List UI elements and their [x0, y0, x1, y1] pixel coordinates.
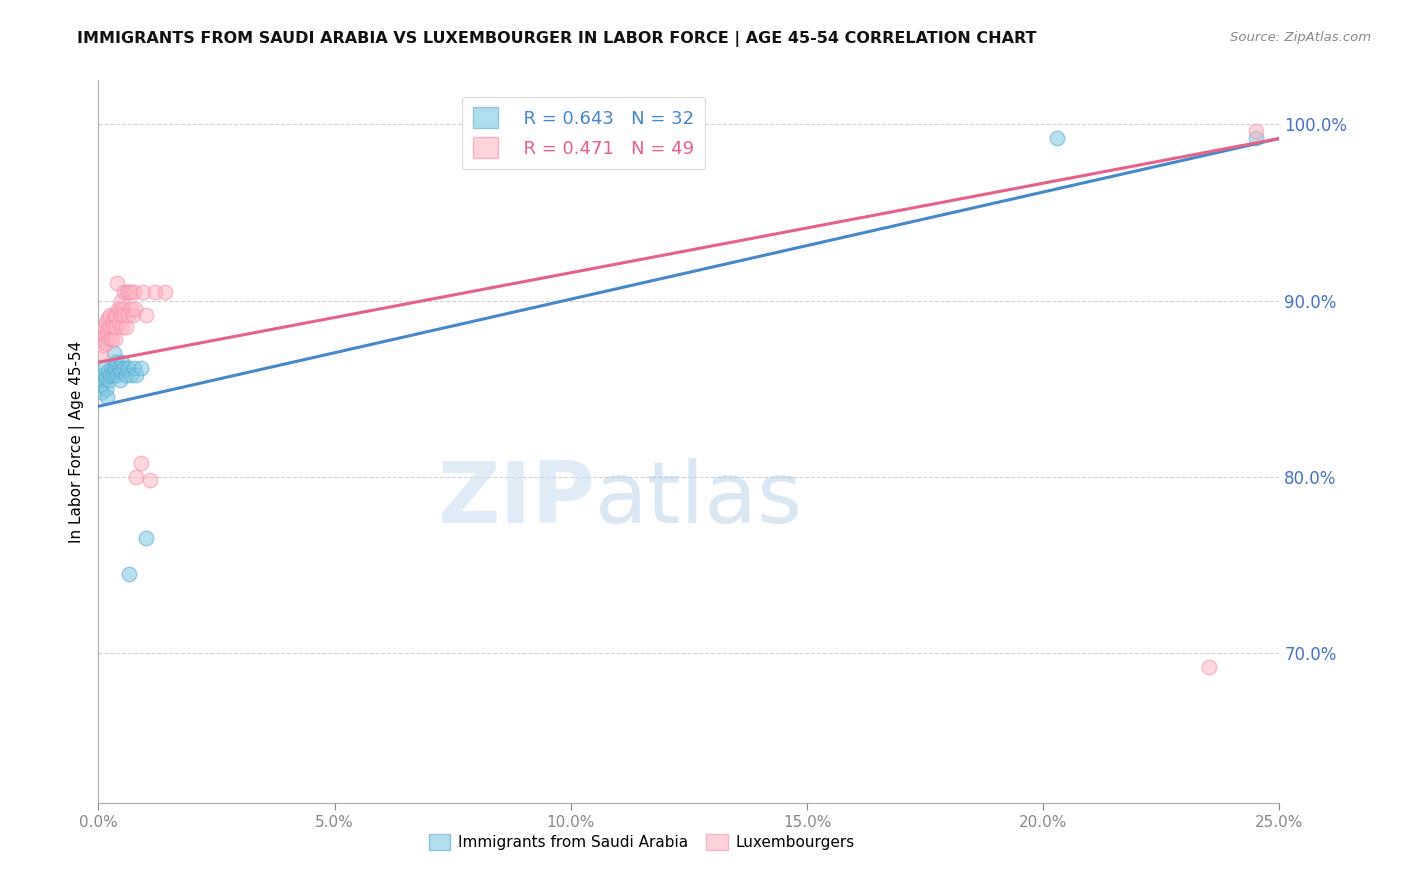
Point: [118, 566, 141, 581]
Point: [112, 285, 135, 299]
Point: [124, 302, 146, 317]
Point: [91, 368, 114, 382]
Point: [94, 382, 117, 396]
Point: [110, 364, 132, 378]
Point: [100, 320, 122, 334]
Point: [105, 368, 128, 382]
Point: [94, 335, 117, 350]
Point: [120, 302, 142, 317]
Point: [117, 360, 139, 375]
Point: [104, 332, 127, 346]
Point: [111, 320, 134, 334]
Legend: Immigrants from Saudi Arabia, Luxembourgers: Immigrants from Saudi Arabia, Luxembourg…: [423, 829, 860, 856]
Point: [94, 315, 117, 329]
Point: [115, 285, 138, 299]
Point: [105, 320, 128, 334]
Point: [153, 285, 176, 299]
Point: [121, 368, 143, 382]
Point: [101, 315, 124, 329]
Point: [1244, 131, 1267, 145]
Point: [93, 360, 115, 375]
Point: [129, 456, 152, 470]
Point: [91, 385, 114, 400]
Point: [98, 332, 121, 346]
Point: [108, 302, 131, 317]
Point: [90, 346, 112, 360]
Point: [97, 364, 120, 378]
Point: [107, 302, 129, 317]
Point: [110, 293, 132, 308]
Point: [125, 368, 148, 382]
Point: [111, 302, 134, 317]
Point: [94, 371, 117, 385]
Point: [105, 276, 128, 290]
Text: atlas: atlas: [595, 458, 803, 541]
Point: [91, 337, 114, 351]
Point: [97, 320, 120, 334]
Point: [122, 285, 145, 299]
Point: [97, 311, 120, 326]
Point: [1198, 660, 1220, 674]
Point: [117, 308, 139, 322]
Point: [97, 373, 120, 387]
Point: [100, 332, 122, 346]
Point: [121, 285, 143, 299]
Text: ZIP: ZIP: [437, 458, 595, 541]
Point: [135, 308, 157, 322]
Point: [108, 315, 131, 329]
Point: [93, 373, 115, 387]
Point: [90, 378, 112, 392]
Point: [90, 332, 112, 346]
Point: [129, 360, 152, 375]
Point: [118, 285, 141, 299]
Point: [104, 360, 127, 375]
Point: [112, 360, 135, 375]
Point: [107, 360, 129, 375]
Point: [1244, 124, 1267, 138]
Point: [98, 308, 121, 322]
Point: [103, 346, 125, 360]
Point: [100, 360, 122, 375]
Point: [110, 308, 132, 322]
Text: IMMIGRANTS FROM SAUDI ARABIA VS LUXEMBOURGER IN LABOR FORCE | AGE 45-54 CORRELAT: IMMIGRANTS FROM SAUDI ARABIA VS LUXEMBOU…: [77, 31, 1036, 47]
Point: [122, 360, 145, 375]
Point: [114, 368, 136, 382]
Point: [105, 355, 128, 369]
Point: [1046, 131, 1069, 145]
Point: [143, 285, 166, 299]
Point: [104, 308, 127, 322]
Y-axis label: In Labor Force | Age 45-54: In Labor Force | Age 45-54: [69, 341, 84, 542]
Point: [112, 308, 135, 322]
Point: [91, 326, 114, 340]
Point: [103, 320, 125, 334]
Point: [96, 326, 118, 340]
Point: [122, 308, 145, 322]
Point: [93, 328, 115, 343]
Point: [125, 470, 148, 484]
Point: [98, 368, 121, 382]
Point: [101, 368, 124, 382]
Point: [96, 391, 118, 405]
Point: [111, 355, 134, 369]
Point: [139, 473, 162, 487]
Point: [132, 285, 155, 299]
Point: [108, 373, 131, 387]
Text: Source: ZipAtlas.com: Source: ZipAtlas.com: [1230, 31, 1371, 45]
Point: [93, 320, 115, 334]
Point: [135, 532, 157, 546]
Point: [103, 308, 125, 322]
Point: [114, 320, 136, 334]
